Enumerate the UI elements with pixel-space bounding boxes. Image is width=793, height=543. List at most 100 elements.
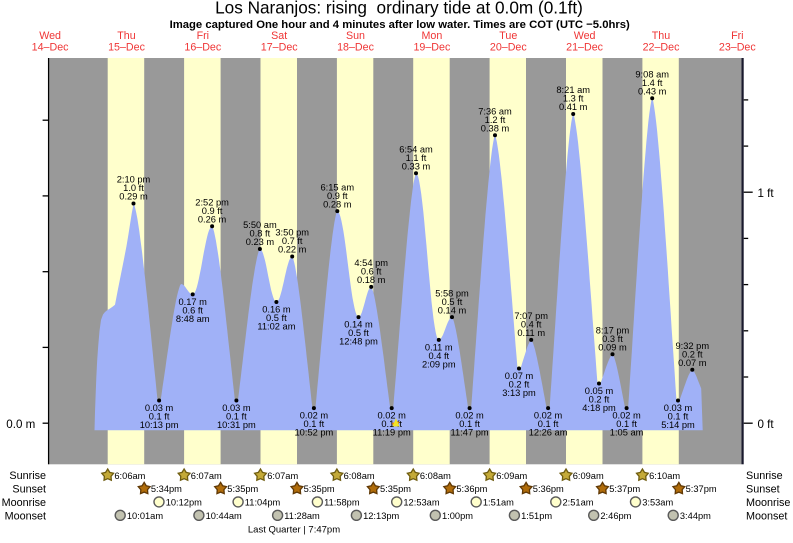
svg-text:0.5 ft: 0.5 ft (442, 297, 463, 307)
svg-text:0.02 m: 0.02 m (377, 411, 406, 421)
svg-text:5:35pm: 5:35pm (304, 484, 335, 494)
svg-text:6:15 am: 6:15 am (321, 182, 355, 192)
svg-text:19–Dec: 19–Dec (413, 42, 450, 54)
svg-text:6:09am: 6:09am (573, 471, 604, 481)
svg-text:3:13 pm: 3:13 pm (502, 388, 536, 398)
svg-text:Sun: Sun (346, 30, 365, 42)
svg-text:1.4 ft: 1.4 ft (642, 78, 663, 88)
svg-text:2:46pm: 2:46pm (600, 511, 631, 521)
svg-text:0.17 m: 0.17 m (178, 297, 207, 307)
svg-text:0.7 ft: 0.7 ft (282, 236, 303, 246)
svg-text:0.1 ft: 0.1 ft (616, 419, 637, 429)
svg-text:5:37pm: 5:37pm (609, 484, 640, 494)
svg-text:2:51am: 2:51am (563, 498, 594, 508)
svg-text:0.4 ft: 0.4 ft (428, 351, 449, 361)
svg-text:7:07 pm: 7:07 pm (514, 311, 548, 321)
svg-text:0.1 ft: 0.1 ft (668, 412, 689, 422)
svg-text:0.29 m: 0.29 m (119, 192, 148, 202)
svg-text:6:08am: 6:08am (344, 471, 375, 481)
svg-text:0.3 ft: 0.3 ft (602, 334, 623, 344)
svg-text:8:17 pm: 8:17 pm (596, 326, 630, 336)
svg-text:0.14 m: 0.14 m (344, 320, 373, 330)
svg-text:12:53am: 12:53am (403, 498, 439, 508)
svg-text:9:08 am: 9:08 am (635, 69, 669, 79)
svg-text:3:44pm: 3:44pm (680, 511, 711, 521)
svg-text:0 ft: 0 ft (758, 418, 775, 431)
svg-text:Wed: Wed (574, 30, 596, 42)
svg-text:0.2 ft: 0.2 ft (682, 350, 703, 360)
svg-text:0.33 m: 0.33 m (402, 161, 431, 171)
svg-text:0.03 m: 0.03 m (222, 403, 251, 413)
svg-text:1:05 am: 1:05 am (610, 428, 644, 438)
svg-text:1.1 ft: 1.1 ft (406, 153, 427, 163)
svg-text:10:44am: 10:44am (206, 511, 242, 521)
svg-text:1 ft: 1 ft (758, 187, 775, 200)
svg-text:0.02 m: 0.02 m (612, 411, 641, 421)
svg-text:11:04pm: 11:04pm (245, 498, 281, 508)
svg-text:0.1 ft: 0.1 ft (538, 419, 559, 429)
svg-text:0.28 m: 0.28 m (323, 199, 352, 209)
svg-text:5:34pm: 5:34pm (151, 484, 182, 494)
svg-text:0.9 ft: 0.9 ft (202, 206, 223, 216)
svg-text:0.02 m: 0.02 m (534, 411, 563, 421)
svg-text:0.18 m: 0.18 m (357, 275, 386, 285)
svg-text:5:14 pm: 5:14 pm (661, 420, 695, 430)
svg-text:11:28am: 11:28am (284, 511, 320, 521)
svg-text:0.6 ft: 0.6 ft (182, 305, 203, 315)
svg-text:0.14 m: 0.14 m (438, 305, 467, 315)
svg-text:Sat: Sat (271, 30, 287, 42)
svg-text:1.3 ft: 1.3 ft (563, 94, 584, 104)
svg-text:5:35pm: 5:35pm (227, 484, 258, 494)
svg-text:0.1 ft: 0.1 ft (226, 412, 247, 422)
svg-text:11:47 pm: 11:47 pm (451, 428, 489, 438)
svg-text:0.8 ft: 0.8 ft (250, 229, 271, 239)
svg-text:0.2 ft: 0.2 ft (509, 380, 530, 390)
svg-text:6:06am: 6:06am (114, 471, 145, 481)
svg-text:22–Dec: 22–Dec (643, 42, 680, 54)
svg-text:5:58 pm: 5:58 pm (435, 288, 469, 298)
svg-text:1.0 ft: 1.0 ft (123, 183, 144, 193)
svg-text:2:09 pm: 2:09 pm (422, 359, 456, 369)
svg-text:17–Dec: 17–Dec (261, 42, 298, 54)
svg-text:0.03 m: 0.03 m (664, 403, 693, 413)
svg-text:9:32 pm: 9:32 pm (676, 341, 710, 351)
svg-text:Moonrise: Moonrise (2, 497, 46, 509)
svg-text:Sunset: Sunset (12, 484, 46, 496)
svg-text:3:50 pm: 3:50 pm (275, 228, 309, 238)
svg-text:0.22 m: 0.22 m (278, 245, 307, 255)
svg-text:Fri: Fri (731, 30, 743, 42)
svg-text:14–Dec: 14–Dec (32, 42, 69, 54)
svg-text:Los Naranjos: rising ordinary: Los Naranjos: rising ordinary tide at 0.… (215, 0, 583, 18)
svg-text:0.07 m: 0.07 m (505, 371, 534, 381)
svg-text:5:36pm: 5:36pm (456, 484, 487, 494)
svg-text:21–Dec: 21–Dec (566, 42, 603, 54)
svg-text:0.5 ft: 0.5 ft (266, 313, 287, 323)
svg-text:0.9 ft: 0.9 ft (327, 191, 348, 201)
svg-text:0.38 m: 0.38 m (481, 124, 510, 134)
svg-text:20–Dec: 20–Dec (490, 42, 527, 54)
svg-text:0.1 ft: 0.1 ft (381, 419, 402, 429)
svg-text:3:53am: 3:53am (642, 498, 673, 508)
svg-text:11:58pm: 11:58pm (324, 498, 360, 508)
svg-text:0.07 m: 0.07 m (678, 358, 707, 368)
svg-text:2:10 pm: 2:10 pm (117, 175, 151, 185)
svg-text:8:21 am: 8:21 am (556, 85, 590, 95)
svg-text:0.2 ft: 0.2 ft (589, 395, 610, 405)
svg-text:1.2 ft: 1.2 ft (485, 115, 506, 125)
svg-text:0.09 m: 0.09 m (598, 343, 627, 353)
svg-text:Sunrise: Sunrise (9, 470, 46, 482)
svg-text:2:52 pm: 2:52 pm (195, 197, 229, 207)
svg-text:6:10am: 6:10am (649, 471, 680, 481)
svg-text:18–Dec: 18–Dec (337, 42, 374, 54)
svg-text:Image captured One hour and 4: Image captured One hour and 4 minutes af… (170, 19, 630, 31)
svg-text:Wed: Wed (39, 30, 61, 42)
svg-text:0.26 m: 0.26 m (198, 214, 227, 224)
svg-text:5:35pm: 5:35pm (380, 484, 411, 494)
svg-text:12:48 pm: 12:48 pm (339, 337, 378, 347)
svg-text:4:54 pm: 4:54 pm (354, 258, 388, 268)
svg-text:0.02 m: 0.02 m (455, 411, 484, 421)
svg-text:0.6 ft: 0.6 ft (361, 267, 382, 277)
svg-text:6:07am: 6:07am (267, 471, 298, 481)
svg-text:5:50 am: 5:50 am (243, 220, 277, 230)
svg-text:11:19 pm: 11:19 pm (373, 428, 411, 438)
